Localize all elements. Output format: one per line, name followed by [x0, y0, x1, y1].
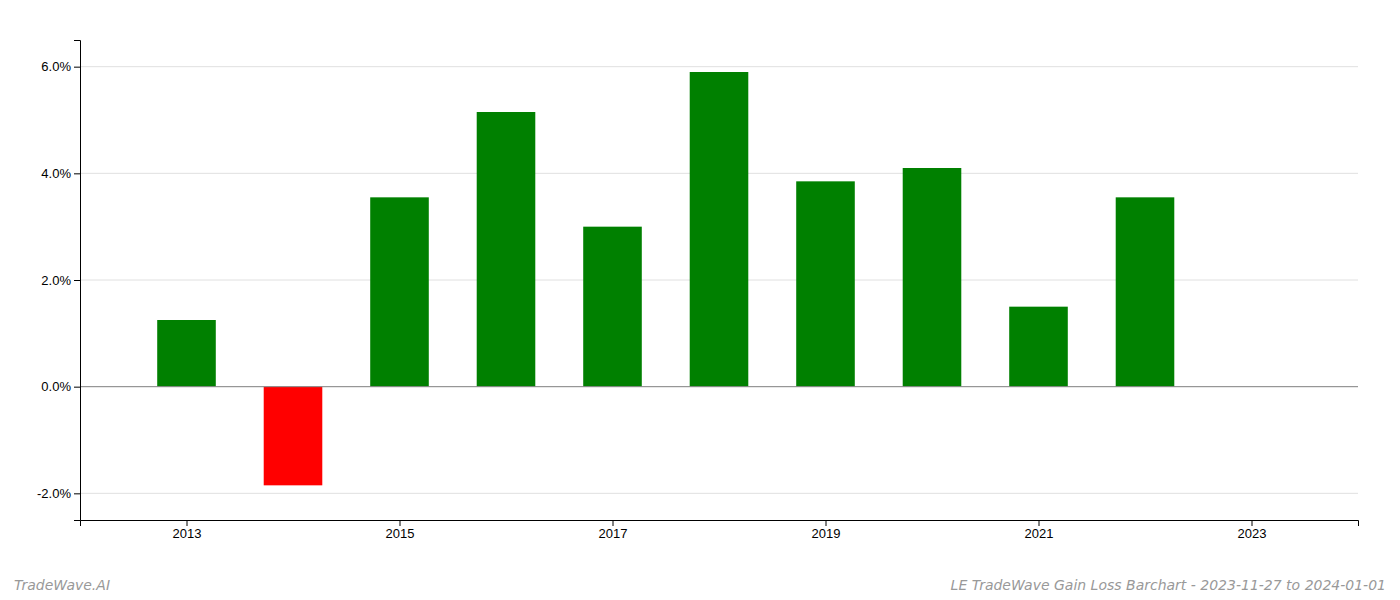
- bar: [903, 168, 962, 387]
- y-tick-mark: [74, 280, 80, 281]
- y-axis-line: [74, 41, 81, 521]
- x-tick-mark: [400, 520, 401, 526]
- bar: [796, 181, 855, 386]
- x-tick-label: 2021: [1025, 526, 1054, 541]
- x-tick-mark: [1252, 520, 1253, 526]
- grid: [80, 67, 1358, 494]
- y-tick-mark: [74, 67, 80, 68]
- y-tick: 4.0%: [41, 166, 80, 181]
- y-tick-mark: [74, 387, 80, 388]
- y-tick-mark: [74, 493, 80, 494]
- x-tick: 2017: [599, 520, 628, 541]
- bar: [1009, 307, 1068, 387]
- x-tick: 2023: [1238, 520, 1267, 541]
- x-tick: 2015: [386, 520, 415, 541]
- x-tick-mark: [826, 520, 827, 526]
- y-tick: -2.0%: [37, 486, 80, 501]
- grid-line: [80, 386, 1358, 387]
- grid-line: [80, 66, 1358, 67]
- y-tick-label: 0.0%: [41, 379, 71, 394]
- x-tick: 2019: [812, 520, 841, 541]
- annotation: LE TradeWave Gain Loss Barchart - 2023-1…: [951, 577, 1386, 593]
- zero-line: [80, 386, 1358, 387]
- chart-svg: 2013 2015 2017 2019 2021 2023 -2.0% 0.0% 2.0% 4.0…: [0, 0, 1400, 600]
- y-tick-label: 6.0%: [41, 59, 71, 74]
- grid-line: [80, 493, 1358, 494]
- x-tick-label: 2015: [386, 526, 415, 541]
- y-tick-label: 2.0%: [41, 273, 71, 288]
- y-tick-mark: [74, 173, 80, 174]
- x-tick-label: 2023: [1238, 526, 1267, 541]
- bar: [264, 387, 323, 486]
- bar: [370, 197, 429, 386]
- y-tick: 2.0%: [41, 273, 80, 288]
- x-axis-line: [81, 521, 1359, 527]
- bar: [1116, 197, 1175, 386]
- bar: [583, 227, 642, 387]
- x-tick-label: 2017: [599, 526, 628, 541]
- annotation: TradeWave.AI: [14, 577, 110, 593]
- bar: [157, 320, 216, 387]
- bar: [477, 112, 536, 387]
- x-tick-label: 2013: [173, 526, 202, 541]
- x-tick: 2013: [173, 520, 202, 541]
- x-tick-label: 2019: [812, 526, 841, 541]
- x-tick-mark: [1039, 520, 1040, 526]
- y-tick-label: 4.0%: [41, 166, 71, 181]
- y-tick: 6.0%: [41, 59, 80, 74]
- x-tick-mark: [613, 520, 614, 526]
- x-axis: 2013 2015 2017 2019 2021 2023: [81, 520, 1359, 541]
- y-axis: -2.0% 0.0% 2.0% 4.0% 6.0%: [37, 41, 80, 521]
- chart-container: 2013 2015 2017 2019 2021 2023 -2.0% 0.0% 2.0% 4.0…: [0, 0, 1400, 600]
- y-tick: 0.0%: [41, 379, 80, 394]
- bar: [690, 72, 749, 387]
- x-tick: 2021: [1025, 520, 1054, 541]
- y-tick-label: -2.0%: [37, 486, 71, 501]
- x-tick-mark: [187, 520, 188, 526]
- plot-area: [157, 72, 1174, 485]
